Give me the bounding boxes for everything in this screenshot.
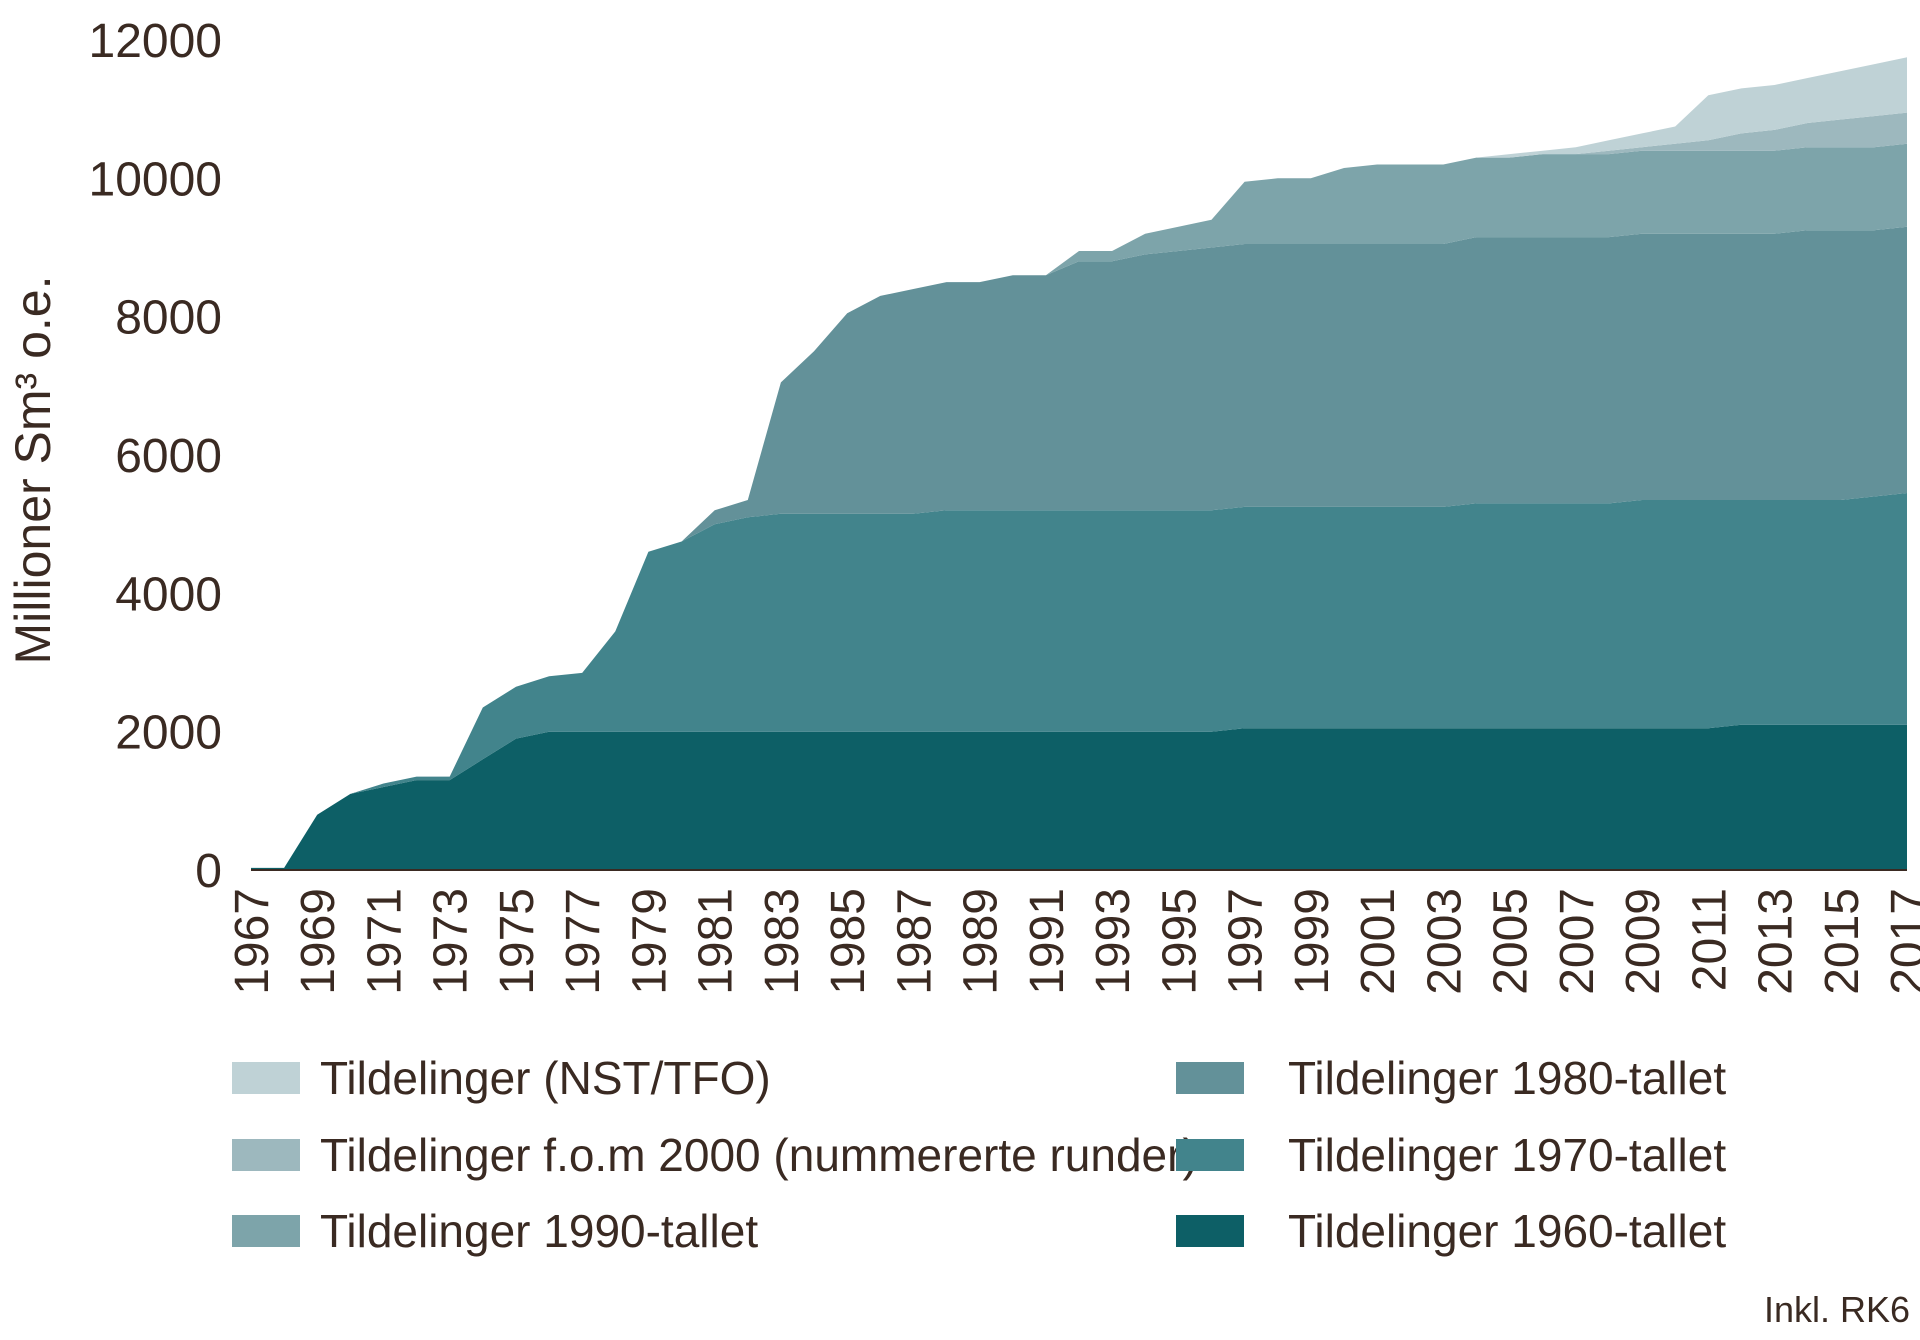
- legend-swatch-tildelinger-1970-tallet: [1176, 1139, 1244, 1171]
- x-tick-label: 2003: [1418, 888, 1471, 995]
- x-tick-label: 1991: [1021, 888, 1074, 995]
- y-tick-label: 6000: [115, 430, 222, 483]
- x-tick-label: 2015: [1816, 888, 1869, 995]
- x-tick-label: 1983: [756, 888, 809, 995]
- x-tick-label: 1969: [292, 888, 345, 995]
- x-tick-label: 1995: [1153, 888, 1206, 995]
- area-tildelinger-1980-tallet: [251, 226, 1907, 868]
- legend-swatch-tildelinger-1980-tallet: [1176, 1062, 1244, 1094]
- area-tildelinger-1990-tallet: [251, 143, 1907, 868]
- legend-label-tildelinger-f-o-m-2000-nummererte-runder: Tildelinger f.o.m 2000 (nummererte runde…: [320, 1129, 1198, 1181]
- y-tick-label: 4000: [115, 568, 222, 621]
- x-tick-label: 2005: [1485, 888, 1538, 995]
- x-tick-label: 1997: [1220, 888, 1273, 995]
- x-tick-label: 1979: [623, 888, 676, 995]
- x-tick-label: 1987: [888, 888, 941, 995]
- legend-label-tildelinger-nst-tfo: Tildelinger (NST/TFO): [320, 1052, 771, 1104]
- x-tick-label: 2001: [1352, 888, 1405, 995]
- x-tick-label: 2007: [1551, 888, 1604, 995]
- x-axis-tick-labels: 1967 1969 1971 1973 1975 1977 1979 1981 1983 1985…: [226, 888, 1920, 995]
- legend: Tildelinger (NST/TFO) Tildelinger f.o.m 2…: [232, 1052, 1726, 1257]
- y-tick-label: 8000: [115, 292, 222, 345]
- x-tick-label: 1985: [822, 888, 875, 995]
- x-tick-label: 1977: [557, 888, 610, 995]
- x-tick-label: 2009: [1617, 888, 1670, 995]
- x-tick-label: 1967: [226, 888, 279, 995]
- legend-swatch-tildelinger-1960-tallet: [1176, 1215, 1244, 1247]
- y-tick-label: 10000: [89, 153, 222, 206]
- x-tick-label: 2017: [1882, 888, 1920, 995]
- legend-label-tildelinger-1960-tallet: Tildelinger 1960-tallet: [1288, 1205, 1726, 1257]
- y-tick-label: 0: [195, 845, 222, 898]
- y-tick-label: 2000: [115, 707, 222, 760]
- x-tick-label: 2013: [1750, 888, 1803, 995]
- x-tick-label: 1975: [491, 888, 544, 995]
- y-tick-label: 12000: [89, 15, 222, 68]
- area-tildelinger-1960-tallet: [251, 724, 1907, 870]
- legend-label-tildelinger-1990-tallet: Tildelinger 1990-tallet: [320, 1205, 758, 1257]
- x-tick-label: 1993: [1087, 888, 1140, 995]
- y-axis-title: Millioner Sm³ o.e.: [5, 276, 61, 665]
- legend-label-tildelinger-1980-tallet: Tildelinger 1980-tallet: [1288, 1052, 1726, 1104]
- x-tick-label: 1999: [1286, 888, 1339, 995]
- x-tick-label: 1989: [955, 888, 1008, 995]
- legend-label-tildelinger-1970-tallet: Tildelinger 1970-tallet: [1288, 1129, 1726, 1181]
- x-tick-label: 1981: [690, 888, 743, 995]
- area-tildelinger-1970-tallet: [251, 493, 1907, 868]
- legend-swatch-tildelinger-f-o-m-2000-nummererte-runder: [232, 1139, 300, 1171]
- footnote: Inkl. RK6: [1764, 1289, 1910, 1330]
- legend-swatch-tildelinger-nst-tfo: [232, 1062, 300, 1094]
- y-axis-tick-labels: 0 2000 4000 6000 8000 10000 12000: [89, 15, 222, 898]
- legend-swatch-tildelinger-1990-tallet: [232, 1215, 300, 1247]
- x-tick-label: 1971: [359, 888, 412, 995]
- x-tick-label: 2011: [1683, 888, 1736, 991]
- area-series-group: [251, 57, 1907, 870]
- x-tick-label: 1973: [425, 888, 478, 995]
